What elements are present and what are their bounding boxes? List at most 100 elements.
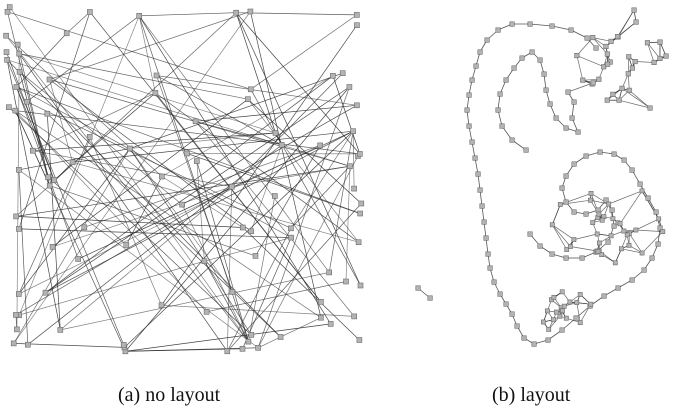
graph-edge <box>551 224 568 250</box>
graph-edge <box>18 15 140 316</box>
graph-node <box>549 251 555 257</box>
graph-edge <box>16 86 79 260</box>
graph-edge <box>13 148 131 344</box>
graph-node <box>354 102 360 109</box>
graph-edge <box>635 218 659 231</box>
graph-node <box>544 308 550 314</box>
graph-node <box>527 21 533 27</box>
graph-node <box>657 39 663 45</box>
graph-node <box>49 244 56 250</box>
graph-node <box>599 217 605 223</box>
graph-node <box>6 4 13 10</box>
graph-node <box>604 51 610 57</box>
graph-node <box>330 73 336 79</box>
graph-edge <box>13 343 125 348</box>
graph-node <box>644 40 651 46</box>
graph-node <box>610 216 616 222</box>
graph-node <box>466 123 472 129</box>
graph-node <box>557 313 563 319</box>
graph-edge <box>471 141 476 159</box>
graph-node <box>596 76 602 82</box>
graph-node <box>495 107 501 113</box>
graph-edge <box>576 55 604 68</box>
graph-edge <box>483 221 487 239</box>
graph-node <box>318 314 324 321</box>
graph-figure <box>3 4 669 355</box>
graph-edge <box>15 110 360 155</box>
graph-edge <box>235 12 276 134</box>
graph-edge <box>529 23 553 27</box>
graph-edge <box>247 98 362 204</box>
graph-edge <box>6 59 61 330</box>
graph-edge <box>27 144 282 345</box>
graph-node <box>645 195 651 201</box>
graph-edge <box>78 130 354 260</box>
graph-node <box>272 130 279 136</box>
graph-edge <box>608 190 643 205</box>
graph-node <box>179 201 185 208</box>
graph-node <box>540 319 546 325</box>
graph-node <box>563 315 569 321</box>
graph-edge <box>552 224 571 247</box>
graph-edge <box>250 14 358 90</box>
graph-edge <box>345 166 351 282</box>
graph-edge <box>32 92 156 152</box>
graph-node <box>660 229 666 234</box>
graph-node <box>573 315 579 321</box>
graph-node <box>86 134 93 140</box>
graph-edge <box>474 157 479 175</box>
graph-node <box>631 7 637 13</box>
graph-node <box>16 50 23 57</box>
graph-edge <box>352 131 355 189</box>
graph-edge <box>621 88 651 109</box>
graph-node <box>603 43 609 50</box>
graph-node <box>527 231 533 237</box>
graph-node <box>609 207 615 213</box>
graph-edge <box>129 148 205 262</box>
graph-node <box>564 247 570 252</box>
graph-node <box>584 35 590 41</box>
graph-node <box>626 242 632 248</box>
graph-node <box>44 110 51 117</box>
graph-node <box>553 115 559 121</box>
graph-edge <box>468 125 473 143</box>
graph-node <box>519 55 525 61</box>
graph-edge <box>45 75 334 293</box>
graph-edge <box>129 148 233 293</box>
graph-edge <box>47 176 127 246</box>
graph-node <box>588 191 594 196</box>
graph-node <box>615 285 621 291</box>
graph-edge <box>635 229 663 232</box>
graph-node <box>271 193 278 199</box>
graph-edge <box>275 132 361 286</box>
graph-node <box>549 23 555 29</box>
graph-node <box>571 237 577 242</box>
graph-node <box>46 76 53 83</box>
graph-node <box>509 311 515 317</box>
graph-node <box>590 220 596 225</box>
graph-edge <box>13 11 251 344</box>
graph-node <box>356 151 363 157</box>
graph-node <box>563 173 569 179</box>
graph-node <box>637 181 643 187</box>
graph-node <box>606 201 612 207</box>
graph-node <box>477 49 483 55</box>
graph-node <box>653 209 659 215</box>
graph-node <box>42 289 49 296</box>
graph-node <box>318 298 324 305</box>
graph-node <box>245 96 251 102</box>
graph-edge <box>66 11 91 34</box>
graph-node <box>247 8 254 15</box>
graph-node <box>577 320 583 325</box>
graph-node <box>610 91 616 97</box>
graph-edge <box>47 113 281 338</box>
graph-node <box>596 211 602 217</box>
graph-node <box>569 115 575 121</box>
graph-node <box>252 253 259 259</box>
graph-edge <box>570 246 598 252</box>
graph-node <box>317 142 323 149</box>
graph-node <box>326 269 333 276</box>
graph-node <box>57 327 64 333</box>
graph-node <box>81 224 88 231</box>
graph-node <box>550 317 556 323</box>
